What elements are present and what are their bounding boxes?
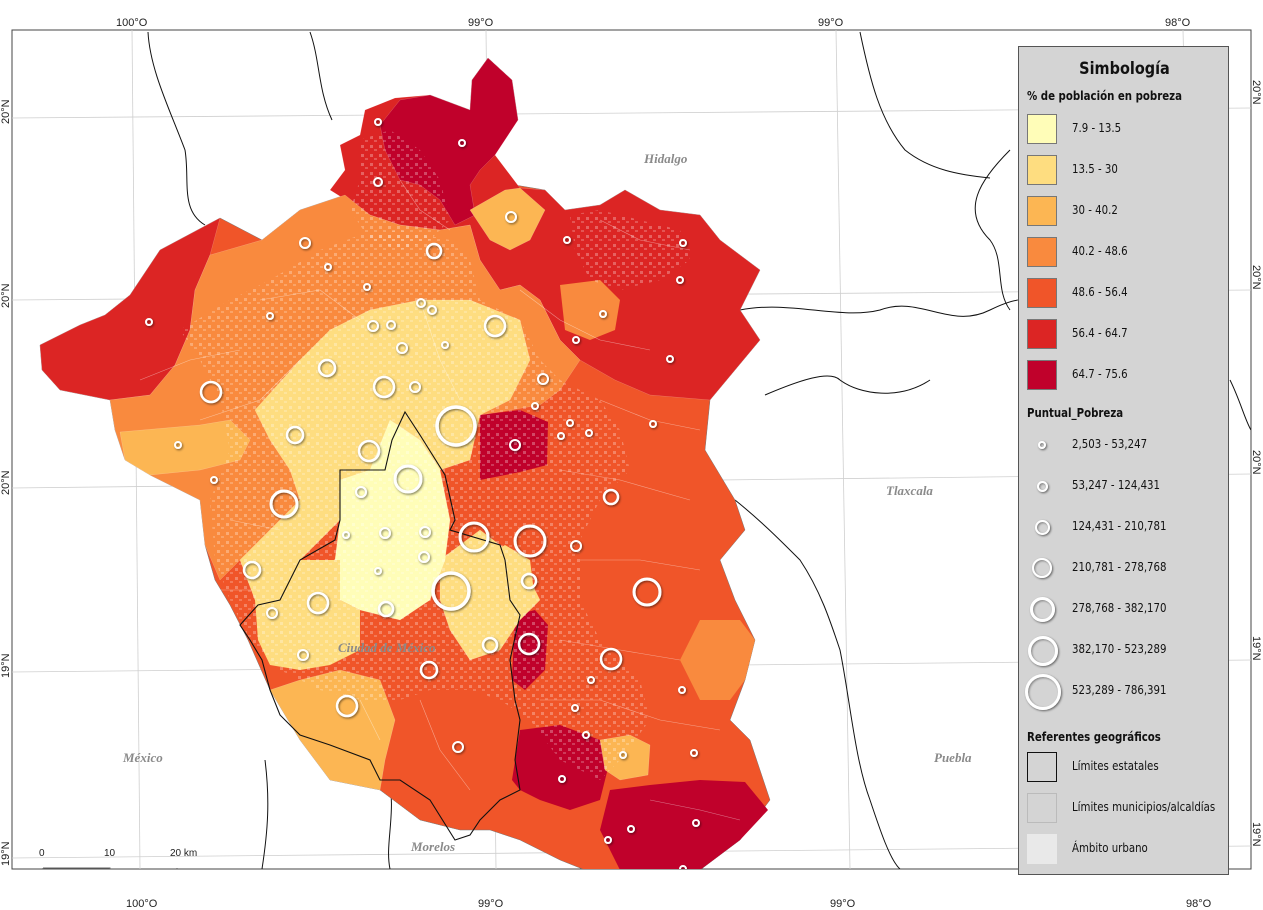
tick-left-1: 20°N [0,99,12,124]
tick-top-3: 99°O [818,17,844,29]
tick-top-4: 98°O [1165,17,1191,29]
tick-right-5: 19°N [1250,822,1262,847]
label-cdmx: Ciudad de México [338,640,436,655]
legend-ref-muni: Límites municipios/alcaldías [1027,793,1227,823]
legend-class-label: 7.9 - 13.5 [1072,121,1122,135]
swatch-muni-limits [1027,793,1057,823]
legend-point-3: 124,431 - 210,781 [1027,512,1227,542]
tick-left-5: 19°N [0,841,12,866]
swatch-state-limits [1027,752,1057,782]
swatch-urban [1027,834,1057,864]
label-hidalgo: Hidalgo [643,151,688,166]
legend-ref-label: Ámbito urbano [1072,841,1148,855]
tick-left-4: 19°N [0,653,12,678]
legend-point-label: 53,247 - 124,431 [1072,478,1161,492]
tick-left-2: 20°N [0,283,12,308]
swatch-class-6 [1027,319,1057,349]
legend-class-label: 30 - 40.2 [1072,203,1118,217]
swatch-class-3 [1027,196,1057,226]
legend-point-6: 382,170 - 523,289 [1027,635,1227,666]
legend-refs-title: Referentes geográficos [1027,730,1161,744]
legend-class-label: 56.4 - 64.7 [1072,326,1128,340]
tick-right-4: 19°N [1250,636,1262,661]
legend-point-5: 278,768 - 382,170 [1027,594,1227,624]
legend-point-label: 523,289 - 786,391 [1072,683,1167,697]
poverty-circles [145,118,700,869]
legend-class-5: 48.6 - 56.4 [1027,278,1227,308]
legend-ref-label: Límites estatales [1072,759,1159,773]
label-morelos: Morelos [410,839,455,854]
swatch-class-7 [1027,360,1057,390]
tick-right-1: 20°N [1250,80,1262,105]
legend-title: Simbología [1079,59,1170,79]
legend-class-label: 13.5 - 30 [1072,162,1118,176]
graticule-labels: 100°O 99°O 99°O 98°O 100°O 99°O 99°O 98°… [0,17,1262,910]
legend-choropleth-title: % de población en pobreza [1027,89,1183,103]
legend-point-label: 382,170 - 523,289 [1072,642,1167,656]
legend-class-4: 40.2 - 48.6 [1027,237,1227,267]
scale-bar: 0 10 20 km [39,848,197,869]
point-symbol-6 [1028,636,1058,666]
legend-panel: Simbología % de población en pobreza 7.9… [1018,46,1229,875]
tick-right-3: 20°N [1250,450,1262,475]
legend-points-title: Puntual_Pobreza [1027,406,1124,420]
legend-point-label: 210,781 - 278,768 [1072,560,1167,574]
legend-class-label: 48.6 - 56.4 [1072,285,1128,299]
tick-top-1: 100°O [116,17,148,29]
legend-class-6: 56.4 - 64.7 [1027,319,1227,349]
tick-top-2: 99°O [468,17,494,29]
label-mexico: México [122,750,163,765]
legend-point-1: 2,503 - 53,247 [1027,430,1227,460]
legend-class-label: 64.7 - 75.6 [1072,367,1128,381]
scale-label-20: 20 km [170,848,197,859]
legend-point-2: 53,247 - 124,431 [1027,471,1227,501]
tick-bottom-1: 100°O [126,898,158,910]
scale-label-0: 0 [39,848,45,859]
tick-right-2: 20°N [1250,265,1262,290]
municipal-boundaries [139,179,741,821]
tick-bottom-2: 99°O [478,898,504,910]
metro-area [39,57,771,869]
legend-ref-urban: Ámbito urbano [1027,834,1227,864]
legend-point-label: 2,503 - 53,247 [1072,437,1148,451]
point-symbol-7 [1025,674,1061,710]
label-puebla: Puebla [934,750,972,765]
legend-class-2: 13.5 - 30 [1027,155,1227,185]
point-symbol-1 [1038,441,1046,449]
legend-class-7: 64.7 - 75.6 [1027,360,1227,390]
legend-ref-state: Límites estatales [1027,752,1227,782]
tick-bottom-4: 98°O [1186,898,1212,910]
cdmx-boundary [239,410,521,841]
legend-point-label: 278,768 - 382,170 [1072,601,1167,615]
legend-ref-label: Límites municipios/alcaldías [1072,800,1216,814]
legend-point-label: 124,431 - 210,781 [1072,519,1167,533]
point-symbol-5 [1030,597,1055,622]
swatch-class-5 [1027,278,1057,308]
swatch-class-4 [1027,237,1057,267]
scale-label-10: 10 [104,848,116,859]
legend-class-label: 40.2 - 48.6 [1072,244,1128,258]
point-symbol-4 [1032,558,1052,578]
tick-left-3: 20°N [0,470,12,495]
point-symbol-2 [1037,481,1048,492]
swatch-class-2 [1027,155,1057,185]
legend-point-7: 523,289 - 786,391 [1025,674,1227,710]
label-tlaxcala: Tlaxcala [886,483,933,498]
legend-point-4: 210,781 - 278,768 [1027,553,1227,583]
point-symbol-3 [1035,520,1050,535]
legend-class-1: 7.9 - 13.5 [1027,114,1227,144]
swatch-class-1 [1027,114,1057,144]
legend-class-3: 30 - 40.2 [1027,196,1227,226]
tick-bottom-3: 99°O [830,898,856,910]
